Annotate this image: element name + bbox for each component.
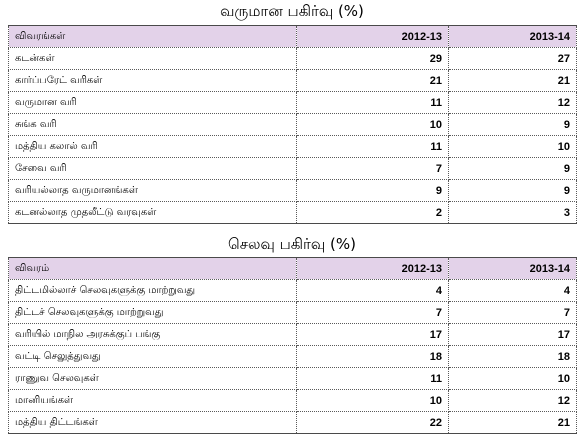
table-row: வரியில் மாநில அரசுக்குப் பங்கு 17 17 [8, 323, 577, 346]
value-2013-14: 3 [448, 201, 577, 224]
value-2012-13: 18 [296, 345, 449, 368]
value-2013-14: 27 [448, 47, 577, 70]
value-2013-14: 9 [448, 157, 577, 180]
table-row: வருமான வரி 11 12 [8, 91, 577, 114]
row-label: ராணுவ செலவுகள் [8, 367, 297, 390]
value-2012-13: 11 [296, 91, 449, 114]
value-2013-14: 12 [448, 389, 577, 412]
row-label: வட்டி செலுத்துவது [8, 345, 297, 368]
row-label: சேவை வரி [8, 157, 297, 180]
row-label: வருமான வரி [8, 91, 297, 114]
value-2013-14: 9 [448, 179, 577, 202]
value-2012-13: 10 [296, 113, 449, 136]
expenditure-table: விவரம் 2012-13 2013-14 திட்டமில்லாச் செல… [8, 257, 577, 434]
row-label: கார்ப்பரேட் வரிகள் [8, 69, 297, 92]
value-2013-14: 18 [448, 345, 577, 368]
row-label: வரியல்லாத வருமானங்கள் [8, 179, 297, 202]
table-row: திட்டச் செலவுகளுக்கு மாற்றுவது 7 7 [8, 301, 577, 324]
value-2012-13: 11 [296, 367, 449, 390]
row-label: கடன்கள் [8, 47, 297, 70]
expenditure-header-row: விவரம் 2012-13 2013-14 [8, 257, 577, 280]
value-2012-13: 4 [296, 279, 449, 302]
revenue-section-title: வருமான பகிர்வு (%) [220, 2, 364, 20]
value-2013-14: 4 [448, 279, 577, 302]
column-header-2012-13: 2012-13 [296, 25, 449, 48]
table-row: ராணுவ செலவுகள் 11 10 [8, 367, 577, 390]
revenue-table: விவரங்கள் 2012-13 2013-14 கடன்கள் 29 27 … [8, 25, 577, 224]
column-header-details: விவரம் [8, 257, 297, 280]
row-label: சுங்க வரி [8, 113, 297, 136]
value-2012-13: 21 [296, 69, 449, 92]
row-label: வரியில் மாநில அரசுக்குப் பங்கு [8, 323, 297, 346]
table-row: மத்திய கலால் வரி 11 10 [8, 135, 577, 158]
table-row: சேவை வரி 7 9 [8, 157, 577, 180]
expenditure-section-title: செலவு பகிர்வு (%) [228, 235, 356, 253]
value-2013-14: 21 [448, 69, 577, 92]
table-row: கடன்கள் 29 27 [8, 47, 577, 70]
table-row: வரியல்லாத வருமானங்கள் 9 9 [8, 179, 577, 202]
row-label: மத்திய திட்டங்கள் [8, 411, 297, 434]
value-2013-14: 21 [448, 411, 577, 434]
table-row: கடனல்லாத முதலீட்டு வரவுகள் 2 3 [8, 201, 577, 224]
row-label: திட்டச் செலவுகளுக்கு மாற்றுவது [8, 301, 297, 324]
value-2012-13: 22 [296, 411, 449, 434]
value-2013-14: 10 [448, 135, 577, 158]
column-header-2013-14: 2013-14 [448, 257, 577, 280]
value-2012-13: 10 [296, 389, 449, 412]
value-2013-14: 10 [448, 367, 577, 390]
value-2012-13: 2 [296, 201, 449, 224]
row-label: மானியங்கள் [8, 389, 297, 412]
row-label: கடனல்லாத முதலீட்டு வரவுகள் [8, 201, 297, 224]
column-header-details: விவரங்கள் [8, 25, 297, 48]
value-2012-13: 7 [296, 157, 449, 180]
row-label: மத்திய கலால் வரி [8, 135, 297, 158]
value-2013-14: 7 [448, 301, 577, 324]
value-2012-13: 17 [296, 323, 449, 346]
value-2013-14: 17 [448, 323, 577, 346]
table-row: கார்ப்பரேட் வரிகள் 21 21 [8, 69, 577, 92]
value-2012-13: 11 [296, 135, 449, 158]
value-2013-14: 12 [448, 91, 577, 114]
revenue-header-row: விவரங்கள் 2012-13 2013-14 [8, 25, 577, 48]
table-row: சுங்க வரி 10 9 [8, 113, 577, 136]
value-2012-13: 29 [296, 47, 449, 70]
value-2012-13: 9 [296, 179, 449, 202]
table-row: மத்திய திட்டங்கள் 22 21 [8, 411, 577, 434]
table-row: திட்டமில்லாச் செலவுகளுக்கு மாற்றுவது 4 4 [8, 279, 577, 302]
value-2012-13: 7 [296, 301, 449, 324]
column-header-2013-14: 2013-14 [448, 25, 577, 48]
table-row: மானியங்கள் 10 12 [8, 389, 577, 412]
column-header-2012-13: 2012-13 [296, 257, 449, 280]
value-2013-14: 9 [448, 113, 577, 136]
table-row: வட்டி செலுத்துவது 18 18 [8, 345, 577, 368]
row-label: திட்டமில்லாச் செலவுகளுக்கு மாற்றுவது [8, 279, 297, 302]
